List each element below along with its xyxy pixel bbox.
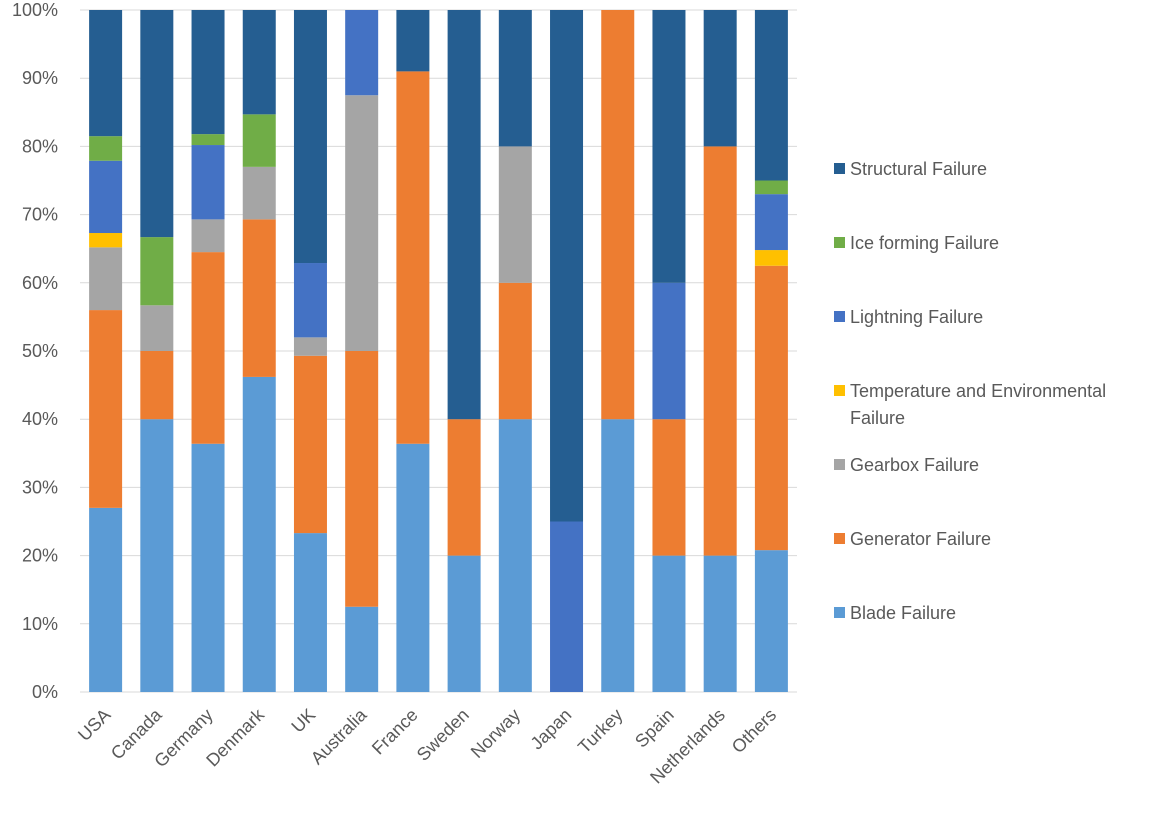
bar-segment (191, 443, 225, 692)
legend-swatch (834, 459, 845, 470)
bar-segment (652, 419, 686, 556)
legend-swatch (834, 237, 845, 248)
bar-segment (550, 521, 584, 692)
bar-segment (89, 310, 123, 508)
bar-segment (89, 10, 123, 137)
bar-segment (345, 351, 379, 607)
y-tick-label: 70% (22, 205, 58, 225)
bar-segment (447, 10, 481, 420)
legend-swatch (834, 533, 845, 544)
x-tick-label: Denmark (202, 704, 268, 770)
bar-segment (140, 305, 174, 351)
bar-segment (601, 419, 635, 692)
bar-segment (191, 252, 225, 444)
bar-segment (293, 355, 327, 534)
y-tick-label: 10% (22, 614, 58, 634)
bars (89, 10, 788, 692)
y-tick-label: 90% (22, 68, 58, 88)
x-tick-label: Sweden (413, 705, 473, 765)
bar-segment (550, 10, 584, 522)
bar-segment (242, 10, 276, 115)
bar-segment (140, 10, 174, 238)
bar-segment (498, 282, 532, 420)
legend-label: Structural Failure (850, 159, 987, 179)
bar-segment (242, 114, 276, 167)
legend-label: Temperature and Environmental Failure (850, 381, 1106, 428)
y-tick-label: 60% (22, 273, 58, 293)
legend-swatch (834, 311, 845, 322)
bar-segment (498, 10, 532, 147)
bar-segment (703, 555, 737, 692)
bar-segment (754, 250, 788, 266)
x-tick-label: Norway (467, 705, 524, 762)
bar-segment (293, 533, 327, 692)
y-tick-label: 50% (22, 341, 58, 361)
bar-segment (345, 95, 379, 351)
bar-segment (447, 555, 481, 692)
bar-segment (242, 376, 276, 692)
bar-segment (754, 265, 788, 551)
bar-segment (293, 10, 327, 264)
y-tick-label: 30% (22, 477, 58, 497)
bar-segment (140, 237, 174, 306)
bar-segment (396, 10, 430, 72)
legend-label: Generator Failure (850, 529, 991, 549)
bar-segment (652, 10, 686, 283)
bar-segment (652, 282, 686, 420)
bar-segment (191, 134, 225, 146)
y-tick-label: 0% (32, 682, 58, 702)
legend-label: Blade Failure (850, 603, 956, 623)
legend-swatch (834, 385, 845, 396)
bar-segment (754, 550, 788, 692)
legend-label: Ice forming Failure (850, 233, 999, 253)
legend-swatch (834, 607, 845, 618)
bar-segment (754, 180, 788, 195)
bar-segment (703, 146, 737, 556)
y-tick-label: 100% (12, 0, 58, 20)
bar-segment (89, 136, 123, 161)
legend-label: Lightning Failure (850, 307, 983, 327)
legend: Structural Failure Ice forming Failure Lig… (834, 159, 1106, 623)
x-tick-label: Turkey (574, 705, 627, 758)
bar-segment (345, 10, 379, 96)
bar-segment (293, 263, 327, 338)
x-tick-label: Australia (307, 704, 371, 768)
x-tick-label: Spain (631, 705, 678, 752)
legend-label: Gearbox Failure (850, 455, 979, 475)
bar-segment (140, 351, 174, 420)
x-tick-label: USA (74, 705, 114, 745)
x-tick-label: Others (728, 705, 780, 757)
bar-segment (293, 337, 327, 356)
bar-segment (396, 71, 430, 444)
bar-segment (498, 146, 532, 283)
bar-segment (89, 160, 123, 234)
y-tick-label: 80% (22, 136, 58, 156)
bar-segment (242, 219, 276, 377)
bar-segment (89, 247, 123, 311)
x-tick-label: Japan (527, 705, 576, 754)
bar-segment (345, 606, 379, 692)
bar-segment (191, 219, 225, 253)
y-tick-label: 20% (22, 546, 58, 566)
bar-segment (140, 419, 174, 692)
bar-segment (652, 555, 686, 692)
bar-segment (242, 166, 276, 220)
bar-segment (754, 10, 788, 181)
bar-segment (447, 419, 481, 556)
legend-swatch (834, 163, 845, 174)
bar-segment (191, 145, 225, 220)
bar-segment (601, 10, 635, 420)
gridlines (80, 9, 797, 693)
bar-segment (396, 443, 430, 692)
bar-segment (754, 194, 788, 251)
bar-segment (703, 10, 737, 147)
bar-segment (89, 507, 123, 692)
bar-segment (498, 419, 532, 692)
x-tick-label: UK (287, 705, 319, 737)
bar-segment (89, 233, 123, 248)
y-tick-label: 40% (22, 409, 58, 429)
bar-segment (191, 10, 225, 135)
